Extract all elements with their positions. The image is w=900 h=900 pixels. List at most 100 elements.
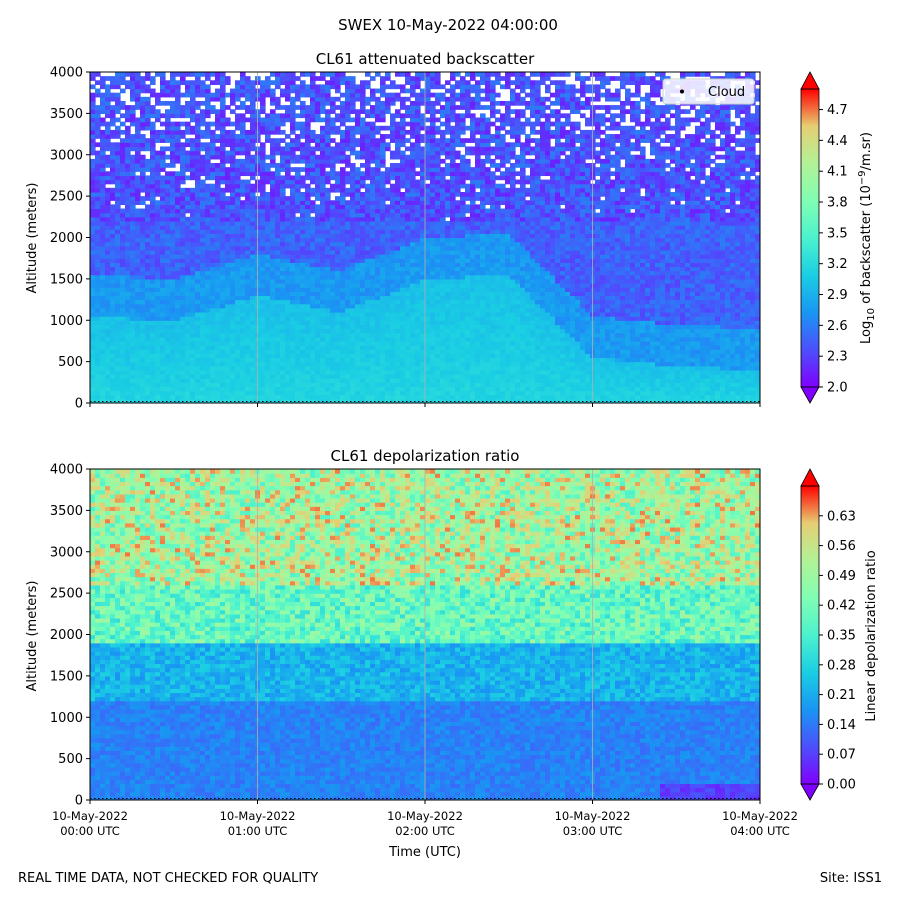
- heatmap-cell: [160, 353, 166, 359]
- heatmap-cell: [395, 109, 401, 114]
- heatmap-cell: [95, 390, 101, 396]
- heatmap-cell: [310, 283, 316, 288]
- heatmap-cell: [180, 167, 186, 172]
- heatmap-cell: [315, 196, 321, 201]
- heatmap-cell: [125, 204, 131, 210]
- heatmap-cell: [125, 357, 131, 363]
- heatmap-cell: [225, 274, 231, 280]
- heatmap-cell: [135, 80, 141, 86]
- heatmap-cell: [165, 320, 171, 325]
- heatmap-cell: [360, 262, 366, 268]
- heatmap-cell: [275, 345, 281, 350]
- heatmap-cell: [220, 320, 226, 325]
- heatmap-cell: [140, 374, 146, 379]
- heatmap-cell: [95, 278, 101, 284]
- heatmap-cell: [200, 163, 206, 168]
- heatmap-cell: [270, 328, 276, 334]
- heatmap-cell: [400, 299, 406, 305]
- heatmap-cell: [420, 208, 426, 214]
- heatmap-cell: [235, 134, 241, 139]
- heatmap-cell: [390, 121, 396, 127]
- heatmap-cell: [355, 324, 361, 330]
- heatmap-cell: [240, 245, 246, 251]
- heatmap-cell: [225, 154, 231, 160]
- heatmap-cell: [395, 365, 401, 371]
- heatmap-cell: [325, 163, 331, 168]
- heatmap-cell: [235, 345, 241, 350]
- heatmap-cell: [290, 241, 296, 247]
- heatmap-cell: [260, 109, 266, 114]
- heatmap-cell: [175, 109, 181, 114]
- heatmap-cell: [305, 262, 311, 268]
- heatmap-cell: [225, 150, 231, 156]
- heatmap-cell: [200, 249, 206, 255]
- heatmap-cell: [130, 196, 136, 201]
- heatmap-cell: [225, 320, 231, 325]
- heatmap-cell: [360, 191, 366, 197]
- heatmap-cell: [330, 357, 336, 363]
- heatmap-cell: [265, 266, 271, 272]
- heatmap-cell: [110, 154, 116, 160]
- heatmap-cell: [290, 179, 296, 185]
- heatmap-cell: [245, 142, 251, 148]
- heatmap-cell: [200, 154, 206, 160]
- heatmap-cell: [365, 274, 371, 280]
- heatmap-cell: [330, 303, 336, 309]
- heatmap-cell: [170, 398, 176, 403]
- heatmap-cell: [380, 142, 386, 148]
- heatmap-cell: [120, 382, 126, 388]
- heatmap-cell: [235, 332, 241, 338]
- heatmap-cell: [305, 278, 311, 284]
- heatmap-cell: [370, 258, 376, 263]
- heatmap-cell: [355, 336, 361, 342]
- heatmap-cell: [150, 138, 156, 143]
- heatmap-cell: [105, 138, 111, 143]
- heatmap-cell: [205, 191, 211, 197]
- heatmap-cell: [225, 80, 231, 86]
- heatmap-cell: [350, 196, 356, 201]
- heatmap-cell: [150, 142, 156, 148]
- heatmap-cell: [205, 320, 211, 325]
- heatmap-cell: [305, 274, 311, 280]
- heatmap-cell: [345, 336, 351, 342]
- heatmap-cell: [125, 158, 131, 164]
- heatmap-cell: [350, 307, 356, 313]
- heatmap-cell: [120, 225, 126, 230]
- heatmap-cell: [100, 146, 106, 152]
- heatmap-cell: [230, 183, 236, 189]
- heatmap-cell: [325, 191, 331, 197]
- heatmap-cell: [330, 311, 336, 317]
- heatmap-cell: [375, 274, 381, 280]
- heatmap-cell: [305, 336, 311, 342]
- heatmap-cell: [380, 349, 386, 354]
- heatmap-cell: [90, 249, 96, 255]
- heatmap-cell: [410, 245, 416, 251]
- heatmap-cell: [285, 254, 291, 259]
- heatmap-cell: [140, 105, 146, 110]
- heatmap-cell: [405, 307, 411, 313]
- heatmap-cell: [95, 398, 101, 403]
- heatmap-cell: [230, 142, 236, 148]
- heatmap-cell: [120, 311, 126, 317]
- heatmap-cell: [350, 204, 356, 210]
- heatmap-cell: [275, 208, 281, 214]
- heatmap-cell: [320, 109, 326, 114]
- heatmap-cell: [370, 158, 376, 164]
- heatmap-cell: [415, 270, 421, 276]
- heatmap-cell: [420, 394, 426, 400]
- heatmap-cell: [265, 283, 271, 288]
- heatmap-cell: [150, 369, 156, 375]
- heatmap-cell: [370, 175, 376, 181]
- heatmap-cell: [215, 113, 221, 119]
- heatmap-cell: [280, 266, 286, 272]
- heatmap-cell: [365, 220, 371, 226]
- heatmap-cell: [305, 249, 311, 255]
- heatmap-cell: [405, 249, 411, 255]
- heatmap-cell: [280, 245, 286, 251]
- heatmap-cell: [415, 196, 421, 201]
- heatmap-cell: [375, 357, 381, 363]
- heatmap-cell: [385, 270, 391, 276]
- heatmap-cell: [380, 88, 386, 94]
- heatmap-cell: [120, 113, 126, 119]
- heatmap-cell: [210, 150, 216, 156]
